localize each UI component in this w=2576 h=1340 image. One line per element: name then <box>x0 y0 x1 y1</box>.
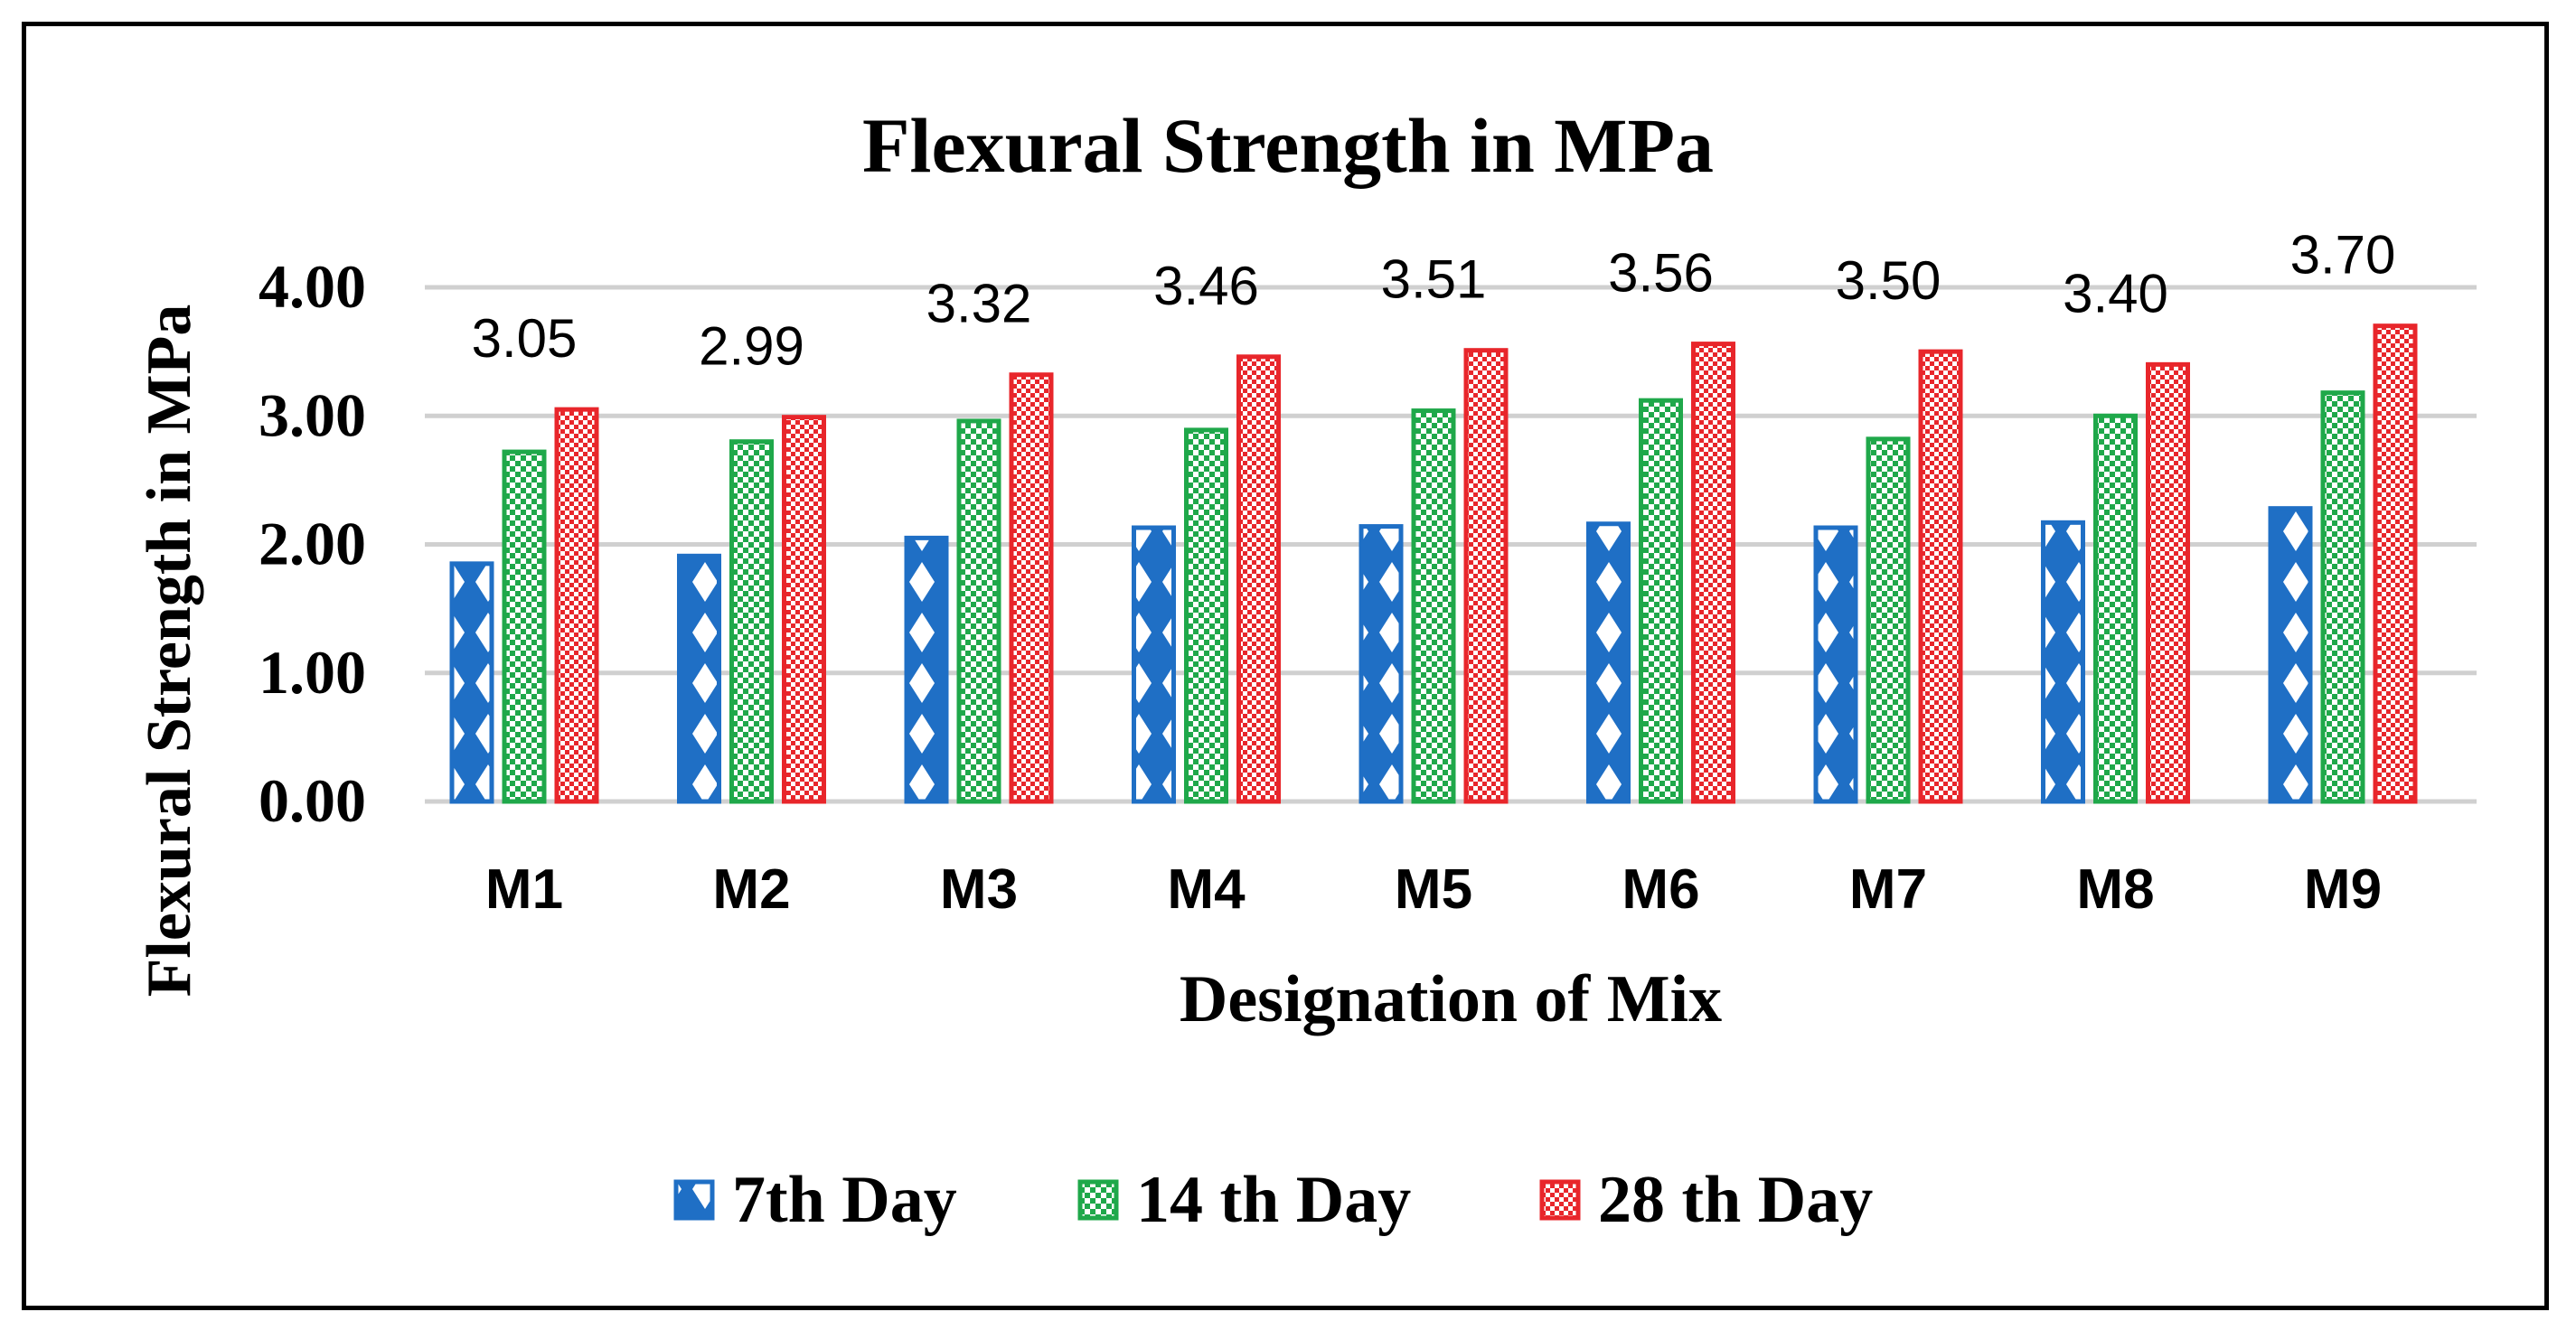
x-tick-label: M4 <box>1167 858 1246 921</box>
y-tick-label: 2.00 <box>259 510 366 578</box>
bar-M7-series-2 <box>1866 436 1911 804</box>
x-tick-label: M7 <box>1849 858 1927 921</box>
data-label: 3.40 <box>2063 263 2168 323</box>
bar-M6-series-3 <box>1691 342 1735 804</box>
data-label: 3.50 <box>1836 250 1941 311</box>
x-axis-label: Designation of Mix <box>1180 962 1722 1036</box>
bar-M7-series-1 <box>1813 525 1858 804</box>
bar-M4-series-3 <box>1236 354 1281 804</box>
y-axis-label: Flexural Strength in MPa <box>135 305 204 998</box>
bar-M3-series-1 <box>904 535 949 804</box>
x-tick-label: M9 <box>2304 858 2382 921</box>
chart-title: Flexural Strength in MPa <box>862 102 1714 189</box>
bar-M8-series-3 <box>2146 361 2190 804</box>
bar-M8-series-2 <box>2093 413 2138 804</box>
bar-M9-series-1 <box>2268 506 2313 804</box>
x-tick-label: M2 <box>712 858 790 921</box>
data-label: 3.70 <box>2290 225 2396 286</box>
data-label: 3.46 <box>1153 256 1259 316</box>
legend-label-2: 14 th Day <box>1136 1163 1411 1237</box>
x-tick-label: M6 <box>1622 858 1699 921</box>
bar-M5-series-1 <box>1359 524 1404 804</box>
bar-M5-series-3 <box>1463 348 1509 804</box>
y-tick-label: 1.00 <box>259 638 366 707</box>
x-tick-label: M8 <box>2076 858 2154 921</box>
legend-swatch-3 <box>1539 1179 1581 1221</box>
bar-M3-series-3 <box>1009 372 1054 804</box>
legend-swatch-2 <box>1077 1179 1119 1221</box>
legend-label-1: 7th Day <box>732 1163 957 1237</box>
bar-M9-series-2 <box>2320 390 2365 804</box>
y-tick-labels: 0.00 1.00 2.00 3.00 4.00 <box>259 252 366 835</box>
bar-M6-series-1 <box>1586 521 1631 804</box>
y-tick-label: 3.00 <box>259 380 366 449</box>
data-label: 3.56 <box>1608 243 1714 304</box>
bar-M1-series-2 <box>502 449 547 804</box>
data-labels: 3.05 2.99 3.32 3.46 3.51 3.56 3.50 3.40 3.70 <box>472 225 2396 377</box>
bar-M2-series-1 <box>677 553 721 804</box>
bar-M3-series-2 <box>956 418 1001 804</box>
bar-M4-series-1 <box>1132 525 1176 804</box>
bar-M1-series-1 <box>449 561 494 804</box>
bar-M6-series-2 <box>1639 398 1683 804</box>
legend-label-3: 28 th Day <box>1598 1163 1873 1237</box>
legend-swatch-1 <box>673 1179 715 1221</box>
bar-M8-series-1 <box>2041 520 2085 804</box>
legend: 7th Day 14 th Day 28 th Day <box>673 1163 1873 1237</box>
bar-M7-series-3 <box>1918 349 1963 804</box>
data-label: 3.51 <box>1381 249 1487 310</box>
bar-M2-series-2 <box>729 439 774 804</box>
y-tick-label: 4.00 <box>259 252 366 321</box>
y-tick-label: 0.00 <box>259 766 366 835</box>
bar-M4-series-2 <box>1184 427 1228 804</box>
bars <box>449 323 2418 804</box>
data-label: 2.99 <box>699 316 804 377</box>
bar-M9-series-3 <box>2373 323 2418 804</box>
x-tick-labels: M1 M2 M3 M4 M5 M6 M7 M8 M9 <box>485 858 2382 921</box>
x-tick-label: M1 <box>485 858 563 921</box>
bar-M5-series-2 <box>1411 408 1456 804</box>
x-tick-label: M5 <box>1395 858 1472 921</box>
data-label: 3.05 <box>472 308 578 369</box>
bar-M2-series-3 <box>782 415 826 804</box>
x-tick-label: M3 <box>940 858 1018 921</box>
bar-M1-series-3 <box>554 407 599 804</box>
data-label: 3.32 <box>926 274 1032 334</box>
